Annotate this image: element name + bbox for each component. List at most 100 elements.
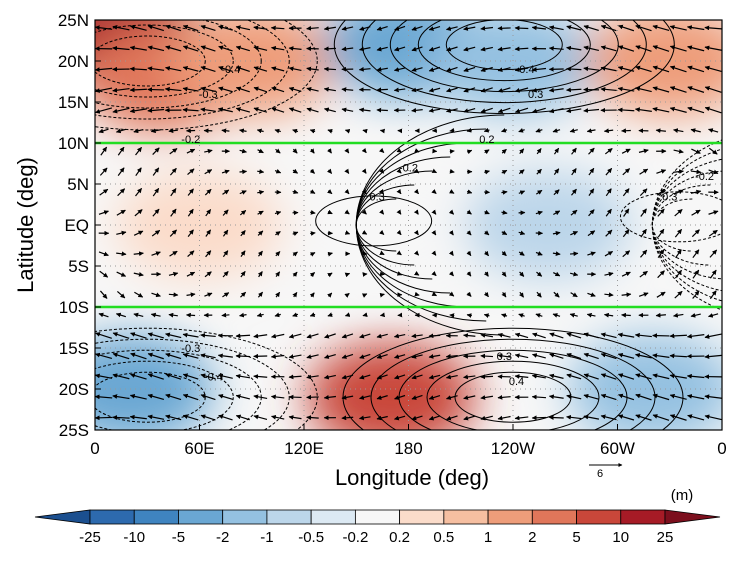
wind-vector [566,45,582,51]
contour-label: 0.3 [497,351,512,363]
wind-vector [98,210,109,215]
wind-vector [217,353,233,359]
wind-vector [306,333,319,339]
wind-vector [361,188,367,195]
wind-vector [709,249,718,258]
wind-vector [359,46,371,52]
contour-line [95,20,290,120]
wind-vector [673,169,684,175]
wind-vector [669,24,687,31]
wind-vector [164,86,182,92]
wind-vector [309,312,316,317]
wind-vector [669,393,687,400]
wind-vector [235,373,251,379]
colorbar-segment [664,509,721,525]
wind-vector [588,147,595,155]
wind-vector [570,188,577,196]
wind-vector [99,188,109,196]
wind-vector [133,230,144,236]
wind-vector [186,271,196,277]
reference-vector-label: 6 [597,468,603,480]
wind-vector [133,128,144,134]
wind-vector [393,87,406,93]
wind-vector [306,107,319,113]
reference-lines [95,141,722,309]
wind-vector [288,354,302,359]
wind-vector [617,107,635,113]
wind-vector [327,292,333,298]
wind-vector [292,148,298,154]
wind-vector [182,86,199,92]
wind-vector [205,229,212,237]
contour-labels: -0.4 -0.3 -0.2 0.2 0.3 0.4 -0.2 0.3 -0.2 0.3 -0.3 -… [181,64,714,388]
wind-vector [341,333,354,339]
wind-vector [669,353,687,359]
colorbar-label: 25 [657,529,674,546]
wind-vector [309,148,315,154]
wind-vector [411,415,423,421]
wind-vector [358,107,371,113]
wind-vector [690,313,701,318]
wind-vector [531,394,547,400]
colorbar-segment [576,509,622,525]
wind-vector [218,65,233,73]
wind-vector [655,312,666,318]
wind-vector [586,128,596,134]
y-tick-label: 5S [68,257,89,276]
wind-vector [187,250,195,258]
wind-vector [200,373,216,380]
wind-vector [501,148,507,154]
wind-vector [288,107,302,113]
wind-vector [652,65,670,73]
contour-line [95,24,234,98]
wind-vector [411,333,423,339]
wind-vector [98,251,109,257]
wind-vector [379,250,385,256]
wind-vector [566,87,582,93]
wind-vector [275,231,281,236]
wind-vector [514,67,529,72]
wind-vector [552,251,561,256]
wind-vector [182,107,199,113]
wind-vector [532,332,546,339]
wind-vector [687,25,705,31]
wind-vector [704,65,722,73]
wind-vector [222,250,229,258]
wind-vector [656,188,666,196]
wind-vector [445,353,458,359]
x-tick-label: 60E [184,439,214,458]
wind-vector [674,208,683,217]
wind-vector [100,146,108,156]
wind-vector [95,25,113,31]
wind-vector [600,414,617,421]
wind-vector [95,332,112,339]
wind-vector [600,373,617,380]
wind-vector [222,271,229,278]
contour-line [651,158,722,292]
wind-vector [448,271,454,277]
wind-vector [466,271,472,277]
wind-vector [256,128,264,134]
wind-vector [463,395,476,400]
wind-vector [240,291,247,298]
wind-vector [466,230,472,236]
wind-vector [600,24,617,32]
wind-vector [169,229,177,237]
wind-vector [635,45,652,52]
wind-vector [566,394,582,400]
wind-vector [117,146,125,156]
wind-vector [270,354,285,359]
wind-vector [323,66,336,72]
wind-vector [165,373,182,380]
contour-line [333,20,675,115]
wind-vector [621,271,631,277]
wind-vector [518,251,525,256]
wind-vector [327,148,332,154]
wind-vector [518,230,526,236]
wind-vector [182,65,199,72]
wind-vector [288,333,302,339]
wind-vector [133,251,144,257]
wind-vector [622,168,631,176]
wind-vector [704,25,722,31]
x-axis-label: Longitude (deg) [335,465,489,490]
